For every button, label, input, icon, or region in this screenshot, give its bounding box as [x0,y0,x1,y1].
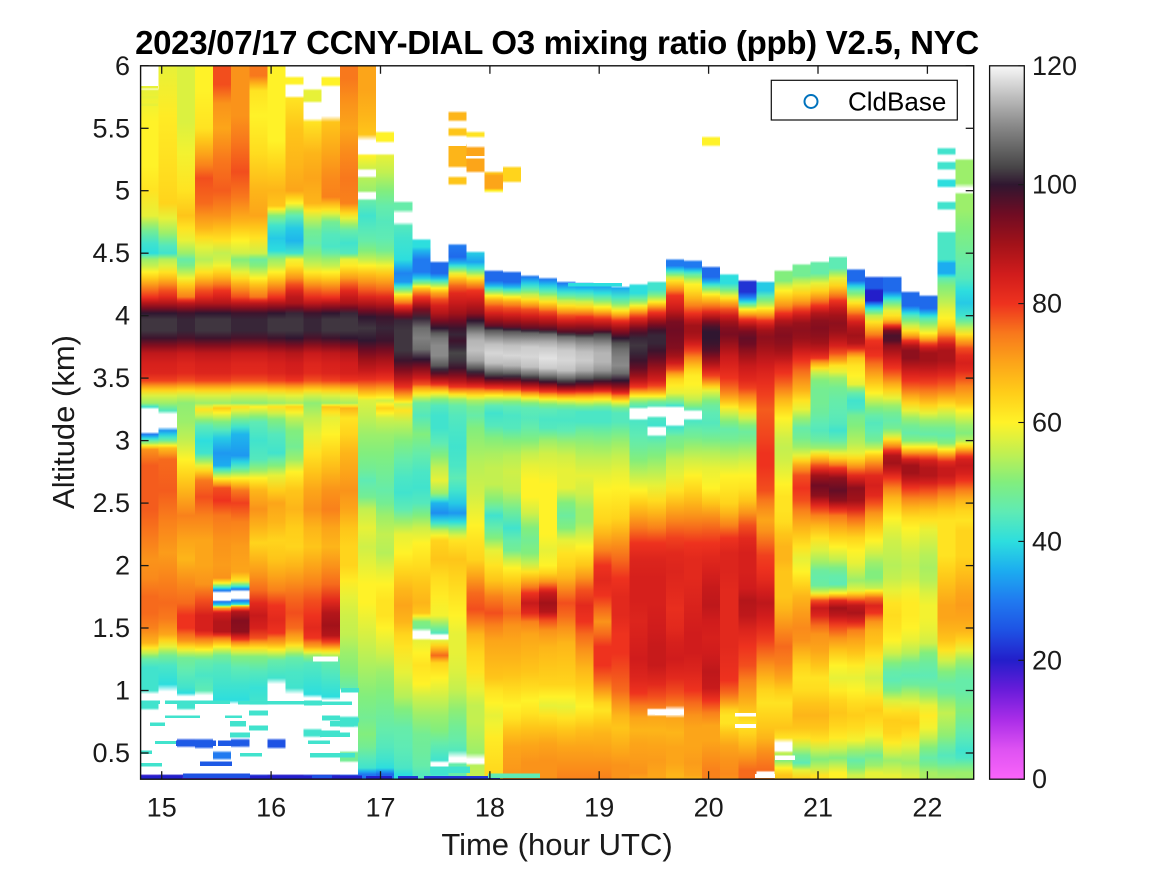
svg-text:CldBase: CldBase [848,87,946,117]
svg-text:2023/07/17 CCNY-DIAL O3 mixing: 2023/07/17 CCNY-DIAL O3 mixing ratio (pp… [135,24,979,61]
svg-text:40: 40 [1032,526,1062,556]
svg-text:2: 2 [115,551,130,581]
svg-text:19: 19 [584,793,614,823]
svg-text:20: 20 [694,793,724,823]
svg-text:5: 5 [115,176,130,206]
svg-text:Altitude (km): Altitude (km) [46,335,81,509]
svg-text:6: 6 [115,51,130,81]
svg-text:5.5: 5.5 [92,113,130,143]
svg-text:20: 20 [1032,645,1062,675]
svg-text:1: 1 [115,676,130,706]
svg-text:3.5: 3.5 [92,363,130,393]
svg-text:15: 15 [147,793,177,823]
svg-text:80: 80 [1032,289,1062,319]
svg-text:4.5: 4.5 [92,238,130,268]
svg-text:21: 21 [803,793,833,823]
svg-text:0.5: 0.5 [92,738,130,768]
svg-text:3: 3 [115,426,130,456]
svg-text:Time (hour UTC): Time (hour UTC) [441,827,672,862]
svg-text:120: 120 [1032,51,1077,81]
svg-text:1.5: 1.5 [92,613,130,643]
svg-text:100: 100 [1032,170,1077,200]
svg-text:18: 18 [475,793,505,823]
svg-text:60: 60 [1032,408,1062,438]
svg-text:2.5: 2.5 [92,488,130,518]
svg-text:0: 0 [1032,764,1047,794]
svg-text:17: 17 [365,793,395,823]
svg-text:4: 4 [115,301,130,331]
svg-text:22: 22 [912,793,942,823]
svg-text:16: 16 [256,793,286,823]
